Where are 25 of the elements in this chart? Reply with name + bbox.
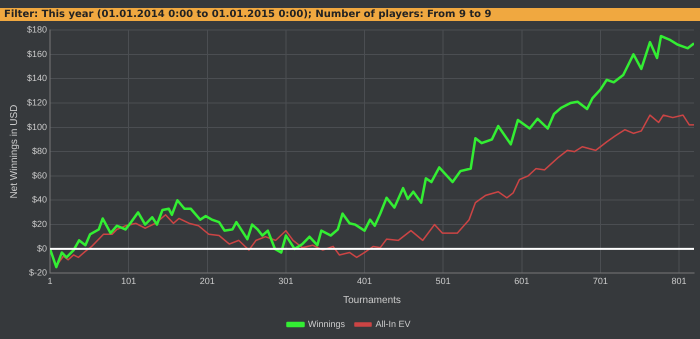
y-tick-label: $60 (32, 170, 48, 180)
y-tick-label: $160 (26, 48, 48, 59)
x-tick-label: 501 (436, 276, 451, 286)
y-tick-label: $180 (26, 24, 48, 34)
x-tick-label: 801 (672, 276, 687, 286)
y-tick-label: $-20 (29, 268, 48, 278)
x-tick-label: 601 (514, 276, 530, 286)
x-axis-title: Tournaments (343, 294, 401, 306)
y-tick-label: $40 (32, 194, 48, 205)
y-tick-label: $80 (32, 146, 48, 156)
x-tick-label: 301 (278, 276, 294, 286)
x-tick-label: 1 (48, 276, 53, 286)
filter-bar: Filter: This year (01.01.2014 0:00 to 01.01.2015 0:00); Number of players: From 9 to 9 (0, 8, 700, 21)
x-tick-label: 101 (121, 276, 136, 286)
y-tick-label: $0 (37, 243, 48, 254)
y-tick-label: $140 (26, 73, 48, 84)
legend-label: All-In EV (376, 318, 411, 329)
x-tick-label: 201 (200, 276, 215, 286)
y-tick-label: $120 (26, 97, 48, 108)
y-tick-label: $20 (32, 219, 48, 230)
y-tick-label: $100 (26, 122, 48, 132)
legend-label: Winnings (308, 318, 346, 329)
y-axis-title: Net Winnings in USD (8, 104, 20, 199)
x-tick-label: 401 (357, 276, 372, 286)
x-tick-label: 701 (592, 276, 608, 286)
